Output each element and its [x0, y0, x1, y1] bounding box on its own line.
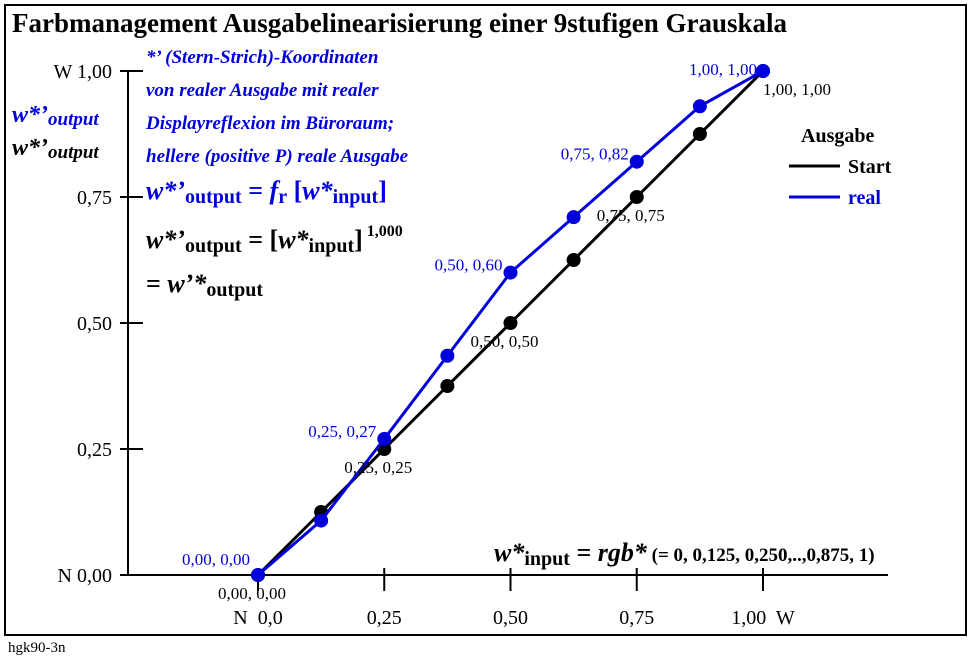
data-point-start	[440, 379, 455, 393]
data-point-start	[566, 253, 581, 267]
data-point-start	[692, 127, 707, 141]
point-label-start: 0,75, 0,75	[597, 206, 665, 225]
y-tick-label: 0,25	[77, 439, 112, 461]
y-tick-label: N 0,00	[58, 565, 112, 587]
data-point-real	[314, 513, 329, 528]
legend-label-real: real	[848, 187, 881, 209]
point-label-real: 0,00, 0,00	[182, 550, 250, 569]
y-tick-label: 0,50	[77, 313, 112, 335]
point-label-start: 0,50, 0,50	[471, 332, 539, 351]
x-tick-label: 0,75	[619, 607, 654, 629]
formula-input: w*input = rgb* (= 0, 0,125, 0,250,..,0,8…	[494, 538, 875, 570]
data-point-start	[629, 190, 644, 204]
formula-real: w*’output = fr [w*input]	[146, 176, 387, 208]
formula-equal: = w’*output	[146, 269, 263, 301]
chart-frame	[4, 4, 967, 636]
note-line-4: hellere (positive P) reale Ausgabe	[146, 146, 409, 167]
formula-start: w*’output = [w*input] 1,000	[146, 223, 403, 257]
y-label-start: w*’output	[12, 135, 99, 163]
y-label-real: w*’output	[12, 102, 99, 130]
data-point-real	[503, 265, 518, 280]
x-tick-label: 1,00 W	[731, 607, 795, 629]
x-tick-label: 0,50	[493, 607, 528, 629]
data-point-real	[377, 431, 392, 446]
data-point-real	[692, 99, 707, 114]
x-tick-label: N 0,0	[233, 607, 282, 629]
legend-title: Ausgabe	[801, 125, 874, 147]
note-line-1: *’ (Stern-Strich)-Koordinaten	[146, 47, 378, 68]
data-point-real	[251, 568, 265, 582]
data-marks: 0,00, 0,00 0,25, 0,25 0,50, 0,50 0,75, 0,75…	[182, 60, 831, 603]
point-label-real: 0,75, 0,82	[561, 145, 629, 164]
point-label-real: 1,00, 1,00	[689, 60, 757, 79]
data-point-start	[503, 316, 518, 330]
data-point-real	[629, 154, 644, 169]
point-label-start: 0,00, 0,00	[218, 584, 286, 603]
footer-code: hgk90-3n	[8, 640, 66, 656]
point-label-start: 0,25, 0,25	[344, 458, 412, 477]
point-label-real: 0,50, 0,60	[435, 256, 503, 275]
note-line-2: von realer Ausgabe mit realer	[146, 80, 379, 101]
y-tick-label: W 1,00	[53, 61, 112, 83]
data-point-real	[566, 210, 581, 225]
chart-title: Farbmanagement Ausgabelinearisierung ein…	[12, 8, 788, 38]
point-label-real: 0,25, 0,27	[308, 422, 377, 441]
x-tick-label: 0,25	[367, 607, 402, 629]
legend-label-start: Start	[848, 156, 892, 178]
point-label-start: 1,00, 1,00	[763, 80, 831, 99]
note-line-3: Displayreflexion im Büroraum;	[145, 113, 394, 134]
data-point-real	[756, 64, 770, 78]
data-point-real	[440, 348, 455, 363]
y-tick-label: 0,75	[77, 187, 112, 209]
axes: N 0,0 0,25 0,50 0,75 1,00 W N 0,00 0,25 0,50 0,7…	[53, 61, 888, 629]
